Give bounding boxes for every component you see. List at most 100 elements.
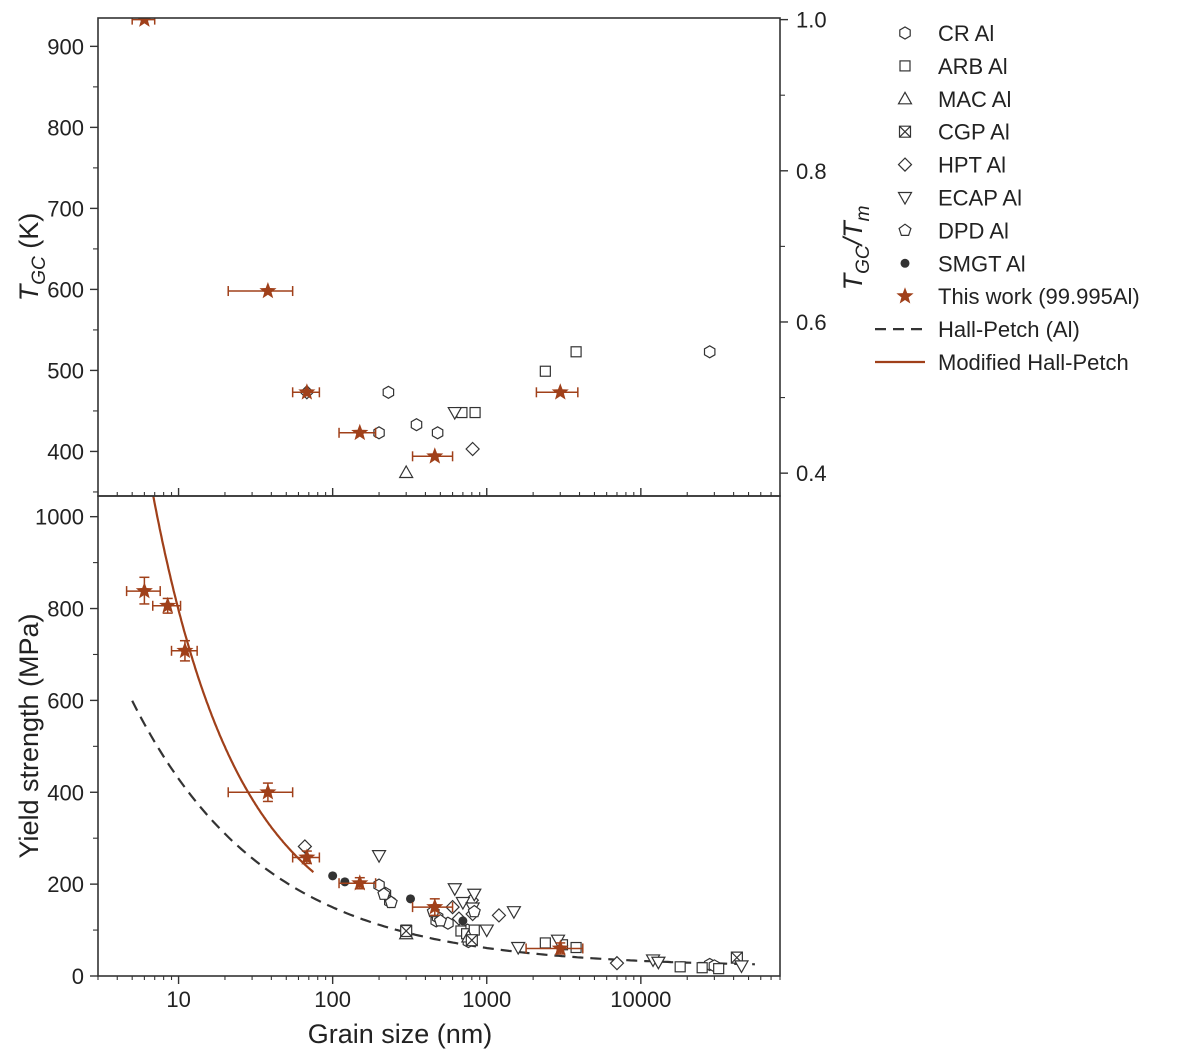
top-panel-frame [97,17,781,497]
legend-label-smgt: SMGT Al [938,251,1026,276]
bottom-this-work-point-3 [259,783,277,800]
bottom-ecap-point-6 [510,941,526,956]
top-this-work-point-2 [298,383,316,400]
legend-label-cr: CR Al [938,21,994,46]
top-y-tick-label-3: 700 [47,196,84,221]
axis-ticks: 10 100 1000 10000 400 500 600 700 800 900 0 200 400 6… [35,8,827,1012]
bottom-smgt-point-0 [328,871,338,881]
top-this-work-point-1 [259,282,277,299]
bottom-y-axis-title: Yield strength (MPa) [14,613,44,858]
bottom-dpd-point-4 [467,904,481,918]
bottom-curve-mhp [152,496,315,873]
legend-swatch-smgt [900,258,910,268]
y2-tick-label-3: 1.0 [796,8,827,33]
x-tick-label-3: 10000 [610,987,671,1012]
y2-title-sub2: m [853,206,874,222]
y2-title-sub1: GC [853,245,874,274]
bottom-dpd-point-0 [377,887,391,900]
bottom-ecap-point-8 [550,934,566,948]
top-y-title-sub: GC [29,256,50,285]
legend-label-cgp: CGP Al [938,120,1010,145]
bottom-this-work-point-7 [551,939,569,956]
bottom-ecap-point-11 [733,960,750,974]
bottom-this-work-point-1 [159,596,177,614]
legend-label-hp: Hall-Petch (Al) [938,317,1080,342]
x-tick-label-1: 100 [314,987,351,1012]
bottom-y-tick-label-4: 800 [47,597,84,622]
bottom-y-tick-label-1: 200 [47,872,84,897]
bottom-this-work-point-6 [426,898,444,915]
bottom-panel [125,496,755,975]
top-this-work-point-5 [551,383,569,400]
top-ecap-point-0 [447,406,463,421]
bottom-hpt-point-0 [297,839,313,854]
bottom-smgt-point-3 [458,916,468,926]
top-arb-point-1 [570,346,582,358]
top-arb-point-0 [539,365,551,377]
legend-swatch-dpd [898,223,912,236]
y2-tick-label-2: 0.8 [796,159,827,184]
top-cr-point-3 [373,426,385,440]
bottom-this-work-point-4 [298,848,316,865]
top-this-work-point-3 [351,423,369,441]
top-y-tick-label-5: 900 [47,34,84,59]
top-arb-point-2 [469,406,481,419]
top-y-tick-label-0: 400 [47,439,84,464]
bottom-cgp-point-0 [400,924,413,938]
top-cr-point-2 [431,426,444,440]
top-y-title-unit: (K) [14,213,44,257]
legend-label-mhp: Modified Hall-Petch [938,350,1129,375]
bottom-arb-point-6 [570,941,582,954]
top-cr-point-0 [382,385,395,399]
bottom-ecap-point-0 [371,850,387,864]
bottom-arb-point-9 [713,963,725,975]
x-tick-label-2: 1000 [462,987,511,1012]
top-y-axis-title: TGC (K) [14,213,50,302]
top-panel [131,18,716,479]
top-y-tick-label-4: 800 [47,115,84,140]
legend-swatch-arb [899,60,911,72]
top-y-title-main: T [14,282,44,301]
legend-swatch-this [896,287,914,304]
top-hpt-point-1 [465,441,480,457]
top-this-work-point-4 [426,447,444,464]
bottom-y-tick-label-3: 600 [47,688,84,713]
bottom-ecap-point-2 [447,883,463,897]
bottom-dpd-point-1 [384,895,398,909]
bottom-arb-point-8 [696,962,708,974]
top-cr-point-1 [410,418,423,432]
top-plot-area [131,18,716,479]
y2-tick-label-1: 0.6 [796,310,827,335]
legend-swatch-ecap [897,191,913,206]
bottom-arb-point-7 [674,961,686,973]
bottom-dpd-point-3 [433,913,448,927]
legend-label-ecap: ECAP Al [938,186,1022,211]
bottom-ecap-point-1 [466,888,482,902]
legend: CR Al ARB Al MAC Al CGP Al HPT Al ECAP Al DPD … [875,21,1140,375]
y2-tick-label-0: 0.4 [796,461,827,486]
legend-swatch-mac [897,91,913,105]
bottom-smgt-point-1 [340,877,350,887]
bottom-ecap-point-5 [479,924,495,938]
bottom-ecap-point-7 [506,906,522,920]
legend-swatch-hpt [897,157,913,172]
x-tick-label-0: 10 [166,987,190,1012]
top-y-tick-label-2: 600 [47,277,84,302]
bottom-cgp-point-1 [465,934,478,947]
bottom-ecap-point-10 [650,956,666,970]
bottom-y-tick-label-5: 1000 [35,505,84,530]
bottom-this-work-point-5 [351,874,369,891]
y2-title-main: T [838,271,868,290]
legend-label-dpd: DPD Al [938,218,1009,243]
top-this-work-point-0 [137,18,152,27]
legend-swatch-cgp [898,125,912,138]
bottom-this-work-point-0 [135,582,153,599]
top-y-tick-label-1: 500 [47,358,84,383]
bottom-hpt-point-4 [609,955,625,971]
top-y2-axis-title: TGC/Tm [838,206,874,291]
bottom-arb-point-4 [539,937,551,949]
top-cr-point-4 [703,345,716,359]
bottom-this-work-point-2 [176,641,194,659]
bottom-smgt-point-2 [406,894,416,904]
